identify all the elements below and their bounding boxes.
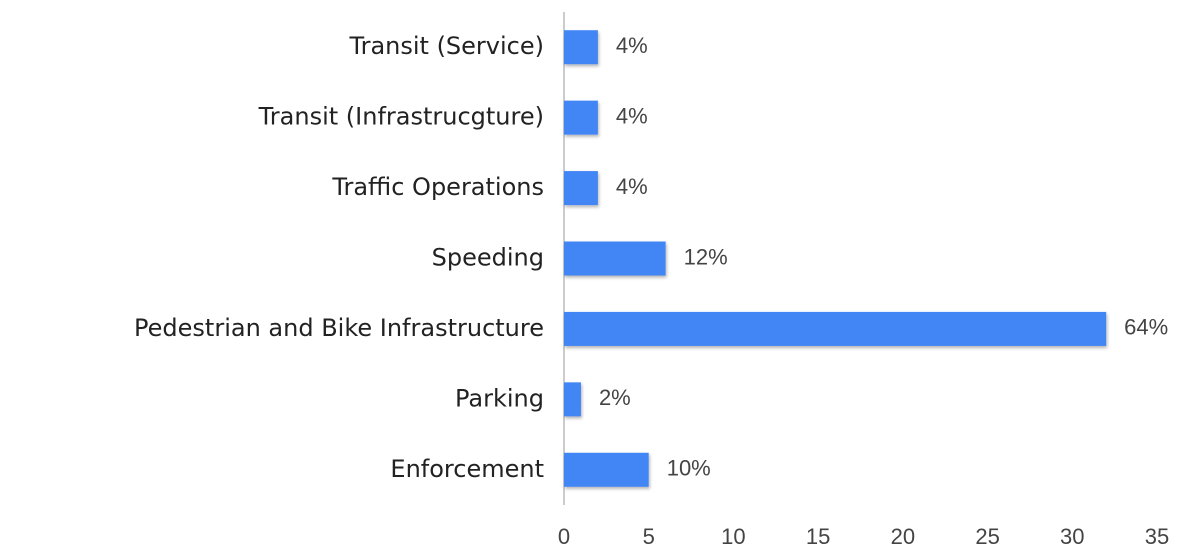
data-label: 4% xyxy=(616,174,648,199)
x-tick-label: 35 xyxy=(1145,524,1169,549)
y-tick-label: Parking xyxy=(455,384,544,412)
y-tick-label: Transit (Service) xyxy=(348,32,544,60)
data-label: 4% xyxy=(616,103,648,128)
y-tick-label: Pedestrian and Bike Infrastructure xyxy=(134,314,544,342)
x-tick-label: 0 xyxy=(558,524,570,549)
y-tick-label: Traffic Operations xyxy=(331,173,544,201)
bar xyxy=(564,171,598,206)
x-tick-label: 30 xyxy=(1060,524,1084,549)
x-tick-label: 20 xyxy=(891,524,915,549)
x-tick-label: 15 xyxy=(806,524,830,549)
x-tick-label: 10 xyxy=(721,524,745,549)
data-label: 2% xyxy=(599,385,631,410)
y-tick-label: Enforcement xyxy=(390,455,544,483)
y-tick-label: Transit (Infrastrucgture) xyxy=(258,103,544,131)
bar xyxy=(564,30,598,65)
bar xyxy=(564,100,598,135)
x-tick-label: 25 xyxy=(975,524,999,549)
data-label: 64% xyxy=(1124,315,1168,340)
bar xyxy=(564,311,1107,346)
y-tick-label: Speeding xyxy=(432,244,544,272)
bar xyxy=(564,382,581,417)
bar xyxy=(564,452,649,487)
x-tick-label: 5 xyxy=(643,524,655,549)
data-label: 10% xyxy=(667,456,711,481)
bar xyxy=(564,241,666,276)
data-label: 4% xyxy=(616,33,648,58)
data-label: 12% xyxy=(684,244,728,269)
